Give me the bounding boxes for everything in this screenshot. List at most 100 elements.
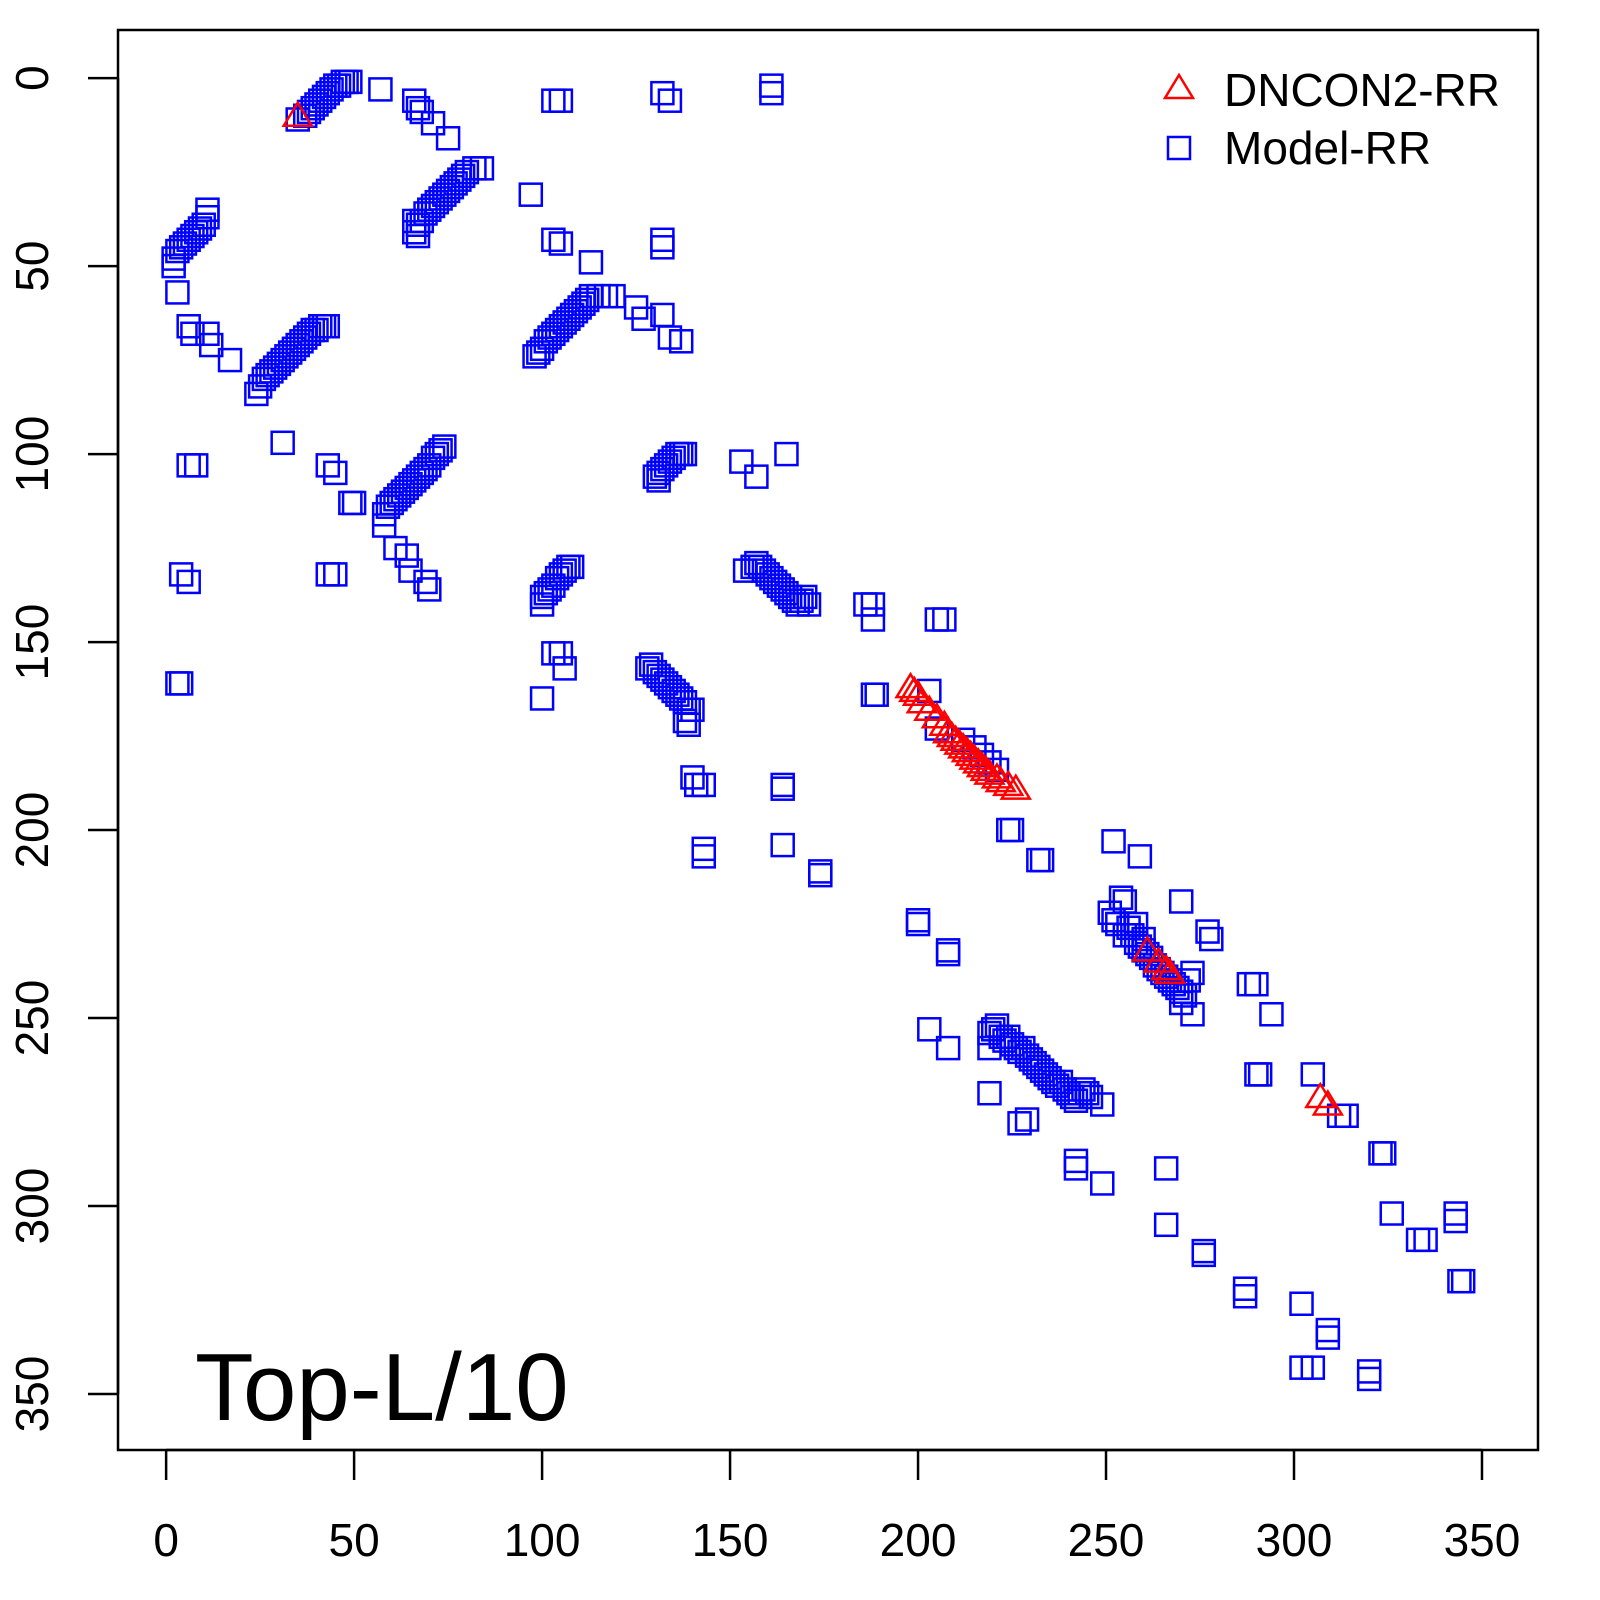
model-rr-point: [1014, 1107, 1040, 1132]
model-rr-point: [672, 708, 698, 734]
plot-frame: [116, 28, 1540, 1452]
model-rr-point: [789, 588, 814, 613]
model-rr-point: [428, 438, 453, 463]
dncon2-rr-point: [1311, 1089, 1345, 1116]
model-rr-point: [932, 607, 957, 632]
y-axis: 0 50 100 150 200 250 300 350: [6, 65, 120, 1432]
dncon2-rr-point: [1149, 953, 1183, 981]
model-rr-point: [183, 453, 209, 478]
model-rr-point: [161, 253, 186, 279]
model-rr-point: [732, 558, 758, 583]
model-rr-point: [1236, 971, 1262, 997]
model-rr-point: [691, 772, 716, 798]
model-rr-point: [341, 490, 367, 516]
model-rr-point: [924, 607, 950, 632]
model-rr-point: [672, 441, 698, 467]
model-rr-point: [999, 817, 1025, 843]
plot-marks: [161, 69, 1476, 1392]
model-rr-point: [1153, 1212, 1179, 1238]
model-rr-point: [1090, 1171, 1115, 1196]
model-rr-point: [1195, 919, 1220, 944]
model-rr-point: [1413, 1227, 1438, 1253]
model-rr-point: [1259, 1002, 1284, 1027]
model-rr-point: [435, 126, 461, 151]
dncon2-rr-point: [958, 743, 991, 770]
model-rr-point: [744, 464, 769, 489]
y-tick-label: 0: [6, 65, 58, 91]
model-rr-point: [657, 88, 683, 113]
model-rr-point: [793, 584, 818, 610]
y-tick-label: 150: [6, 604, 58, 681]
x-tick-label: 150: [692, 1514, 769, 1566]
model-rr-point: [1127, 844, 1153, 869]
model-rr-point: [413, 569, 438, 595]
model-rr-point: [323, 460, 348, 486]
model-rr-point: [270, 430, 295, 456]
model-rr-point: [935, 941, 961, 967]
model-rr-point: [1153, 1156, 1179, 1181]
model-rr-point: [548, 641, 574, 666]
model-rr-point: [676, 712, 701, 738]
model-rr-point: [1191, 1242, 1217, 1268]
model-rr-point: [917, 1017, 942, 1042]
model-rr-point: [1356, 1366, 1382, 1392]
dncon2-rr-point: [939, 724, 972, 752]
dncon2-rr-point: [920, 701, 954, 729]
model-rr-point: [601, 283, 626, 309]
dncon2-rr-point: [943, 728, 976, 755]
model-rr-point: [424, 441, 450, 467]
x-tick-label: 200: [880, 1514, 957, 1566]
model-rr-point: [432, 434, 457, 459]
dncon2-rr-point: [1131, 934, 1164, 962]
model-rr-point: [417, 577, 442, 602]
model-rr-point: [631, 306, 656, 331]
model-rr-point: [323, 562, 348, 587]
model-rr-point: [195, 197, 220, 222]
model-rr-point: [1289, 1291, 1314, 1317]
model-rr-point: [759, 80, 784, 106]
annotation-top-l10: Top-L/10: [195, 1334, 569, 1441]
model-rr-point: [315, 453, 341, 478]
model-rr-point: [1371, 1141, 1397, 1166]
model-rr-point: [454, 159, 480, 185]
dncon2-rr-point: [931, 716, 965, 744]
legend-triangle-icon: [1162, 72, 1196, 100]
model-rr-point: [541, 88, 566, 113]
model-rr-point: [905, 911, 931, 937]
model-rr-point: [774, 441, 799, 467]
model-rr-point: [977, 1080, 1002, 1106]
model-rr-point: [1443, 1208, 1468, 1234]
dncon2-rr-point: [946, 731, 980, 759]
model-rr-point: [198, 332, 224, 358]
model-rr-point: [315, 562, 341, 587]
model-rr-point: [1090, 1092, 1115, 1117]
model-rr-point: [529, 592, 555, 617]
model-rr-point: [548, 88, 574, 113]
model-rr-point: [469, 156, 495, 181]
model-rr-point: [1123, 911, 1149, 937]
dncon2-rr-point: [1153, 957, 1187, 985]
model-rr-point: [165, 280, 190, 305]
model-rr-point: [1071, 1077, 1096, 1102]
model-rr-point: [1180, 960, 1205, 986]
y-tick-label: 200: [6, 792, 58, 869]
model-rr-point: [1315, 1325, 1341, 1350]
model-rr-point: [420, 110, 446, 136]
model-rr-point: [1247, 1062, 1273, 1087]
model-rr-point: [518, 182, 544, 207]
legend-label-dncon2: DNCON2-RR: [1224, 64, 1500, 116]
model-rr-point: [405, 223, 431, 249]
dncon2-rr-point: [1304, 1081, 1337, 1109]
dncon2-rr-point: [281, 100, 314, 127]
model-rr-point: [578, 250, 604, 275]
x-tick-label: 0: [153, 1514, 179, 1566]
model-rr-point: [1108, 885, 1134, 910]
dncon2-rr-point: [973, 758, 1006, 785]
model-rr-point: [394, 543, 419, 568]
x-tick-label: 100: [504, 1514, 581, 1566]
dncon2-rr-point: [950, 735, 984, 763]
model-rr-point: [1244, 971, 1269, 997]
model-rr-point: [217, 347, 243, 373]
model-rr-point: [860, 592, 886, 617]
